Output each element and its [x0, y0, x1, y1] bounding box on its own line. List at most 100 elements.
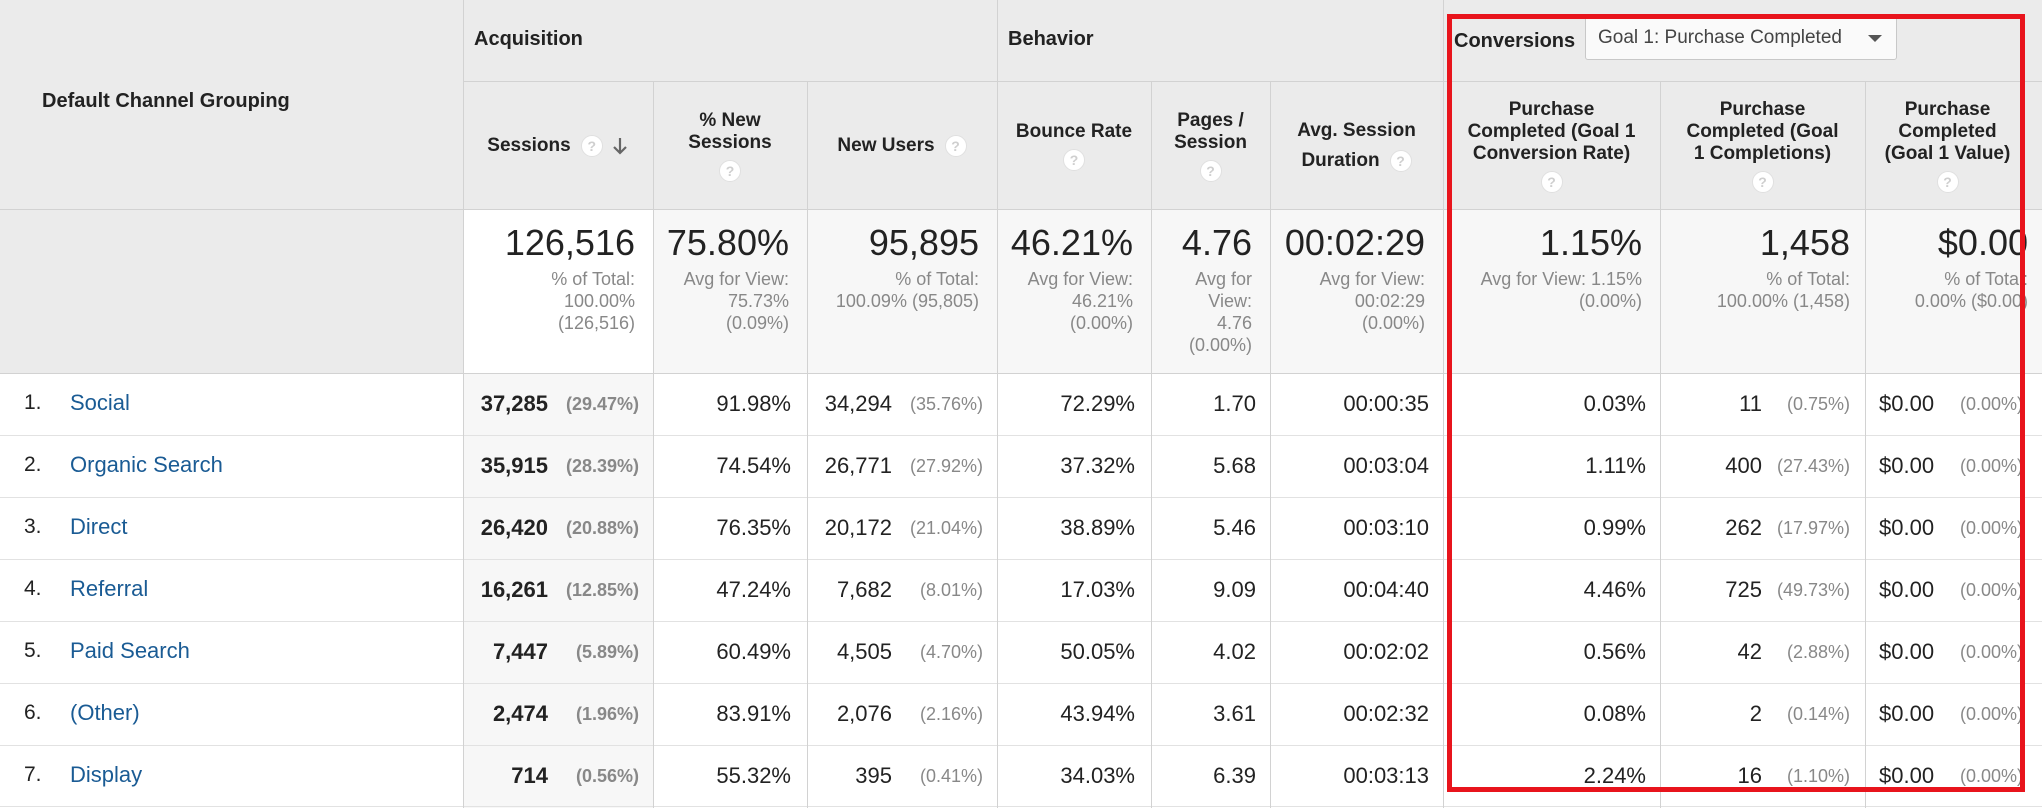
total-pages-note: Avg for View: 4.76 (0.00%)	[1188, 269, 1252, 355]
new-users-percent: (21.04%)	[909, 518, 983, 538]
acquisition-group-title: Acquisition	[474, 28, 583, 50]
total-sessions-note: % of Total: 100.00% (126,516)	[551, 269, 635, 333]
column-header-bounce-rate[interactable]: Bounce Rate ?	[997, 82, 1151, 209]
new-users-percent: (2.16%)	[919, 704, 983, 724]
totals-sessions-background	[463, 209, 653, 373]
avg-duration-value: 00:03:04	[1343, 453, 1429, 478]
total-pct-new-sessions: 75.80%	[666, 222, 789, 263]
sessions-percent: (29.47%)	[565, 394, 639, 414]
completions-percent: (0.14%)	[1786, 704, 1850, 724]
help-icon[interactable]: ?	[1540, 170, 1563, 193]
conversion-rate-value: 0.56%	[1583, 639, 1646, 664]
completions-value: 400	[1725, 453, 1762, 478]
help-icon[interactable]: ?	[580, 134, 603, 157]
goal-value: $0.00	[1879, 453, 1935, 478]
channel-link[interactable]: Direct	[70, 514, 128, 539]
bounce-rate-value: 34.03%	[1060, 763, 1135, 788]
total-bounce-rate: 46.21%	[1010, 222, 1133, 263]
completions-percent: (0.75%)	[1786, 394, 1850, 414]
pages-session-value: 6.39	[1213, 763, 1256, 788]
column-header-avg-session-duration[interactable]: Avg. Session Duration?	[1297, 119, 1416, 172]
pages-session-value: 4.02	[1213, 639, 1256, 664]
new-users-value: 26,771	[824, 453, 892, 478]
column-header-pct-new-sessions[interactable]: % New Sessions ?	[653, 82, 807, 209]
row-number: 5.	[24, 639, 42, 662]
bounce-rate-value: 38.89%	[1060, 515, 1135, 540]
goal-select-dropdown[interactable]: Goal 1: Purchase Completed	[1585, 16, 1897, 60]
completions-percent: (17.97%)	[1776, 518, 1850, 538]
goal-value: $0.00	[1879, 763, 1935, 788]
help-icon[interactable]: ?	[1751, 170, 1774, 193]
column-header-sessions[interactable]: Sessions ?	[463, 82, 653, 209]
sessions-value: 2,474	[492, 701, 548, 726]
channel-link[interactable]: (Other)	[70, 700, 140, 725]
dimension-title[interactable]: Default Channel Grouping	[42, 90, 290, 112]
goal-value-percent: (0.00%)	[1960, 580, 2024, 600]
completions-percent: (1.10%)	[1786, 766, 1850, 786]
help-icon[interactable]: ?	[1063, 148, 1085, 171]
pages-session-value: 5.46	[1213, 515, 1256, 540]
help-icon[interactable]: ?	[1936, 170, 1959, 193]
sessions-percent: (28.39%)	[565, 456, 639, 476]
goal-value: $0.00	[1879, 391, 1935, 416]
conversion-rate-value: 0.03%	[1583, 391, 1646, 416]
sessions-value: 26,420	[480, 515, 548, 540]
new-users-value: 7,682	[836, 577, 892, 602]
total-value-note: % of Total: 0.00% ($0.00)	[1914, 269, 2028, 311]
goal-value: $0.00	[1879, 701, 1935, 726]
pages-session-value: 1.70	[1213, 391, 1256, 416]
goal-value: $0.00	[1879, 577, 1935, 602]
completions-percent: (49.73%)	[1776, 580, 1850, 600]
pct-new-sessions-value: 76.35%	[716, 515, 791, 540]
chevron-down-icon	[1868, 35, 1882, 42]
channel-link[interactable]: Organic Search	[70, 452, 223, 477]
sessions-percent: (12.85%)	[565, 580, 639, 600]
conversions-group-title: Conversions	[1454, 30, 1576, 52]
row-number: 4.	[24, 577, 42, 600]
completions-value: 725	[1725, 577, 1762, 602]
help-icon[interactable]: ?	[1199, 159, 1222, 182]
sort-descending-icon[interactable]	[611, 136, 629, 156]
column-header-pages-session[interactable]: Pages / Session ?	[1151, 82, 1270, 209]
column-header-conversion-rate[interactable]: Purchase Completed (Goal 1 Conversion Ra…	[1443, 82, 1660, 209]
conversion-rate-value: 4.46%	[1583, 577, 1646, 602]
sessions-value: 37,285	[480, 391, 548, 416]
total-completions: 1,458	[1759, 222, 1850, 263]
avg-duration-value: 00:04:40	[1343, 577, 1429, 602]
channel-link[interactable]: Referral	[70, 576, 149, 601]
bounce-rate-value: 50.05%	[1060, 639, 1135, 664]
column-header-completions[interactable]: Purchase Completed (Goal 1 Completions) …	[1660, 82, 1865, 209]
row-number: 6.	[24, 701, 42, 724]
conversion-rate-value: 2.24%	[1583, 763, 1646, 788]
sessions-value: 35,915	[480, 453, 548, 478]
totals-dimension-background	[0, 209, 463, 373]
help-icon[interactable]: ?	[1389, 149, 1412, 172]
total-pages-session: 4.76	[1181, 222, 1252, 263]
channel-link[interactable]: Social	[70, 390, 130, 415]
goal-value: $0.00	[1879, 515, 1935, 540]
goal-value-percent: (0.00%)	[1960, 704, 2024, 724]
help-icon[interactable]: ?	[719, 159, 741, 182]
conversion-rate-value: 1.11%	[1585, 453, 1646, 478]
avg-duration-value: 00:02:32	[1343, 701, 1429, 726]
sessions-value: 7,447	[492, 639, 548, 664]
completions-value: 11	[1739, 391, 1762, 416]
total-avg-duration: 00:02:29	[1284, 222, 1425, 263]
avg-duration-value: 00:00:35	[1343, 391, 1429, 416]
new-users-value: 4,505	[836, 639, 892, 664]
new-users-percent: (27.92%)	[909, 456, 983, 476]
column-header-goal-value[interactable]: Purchase Completed (Goal 1 Value) ?	[1865, 82, 2030, 209]
bounce-rate-value: 17.03%	[1060, 577, 1135, 602]
completions-value: 42	[1737, 639, 1762, 664]
channel-link[interactable]: Paid Search	[70, 638, 190, 663]
column-header-new-users[interactable]: New Users ?	[807, 82, 997, 209]
bounce-rate-value: 72.29%	[1060, 391, 1135, 416]
sessions-column-background	[463, 373, 653, 808]
sessions-value: 714	[511, 763, 548, 788]
total-completions-note: % of Total: 100.00% (1,458)	[1716, 269, 1850, 311]
help-icon[interactable]: ?	[944, 134, 967, 157]
row-number: 3.	[24, 515, 42, 538]
pages-session-value: 5.68	[1213, 453, 1256, 478]
row-number: 2.	[24, 453, 42, 476]
channel-link[interactable]: Display	[70, 762, 143, 787]
